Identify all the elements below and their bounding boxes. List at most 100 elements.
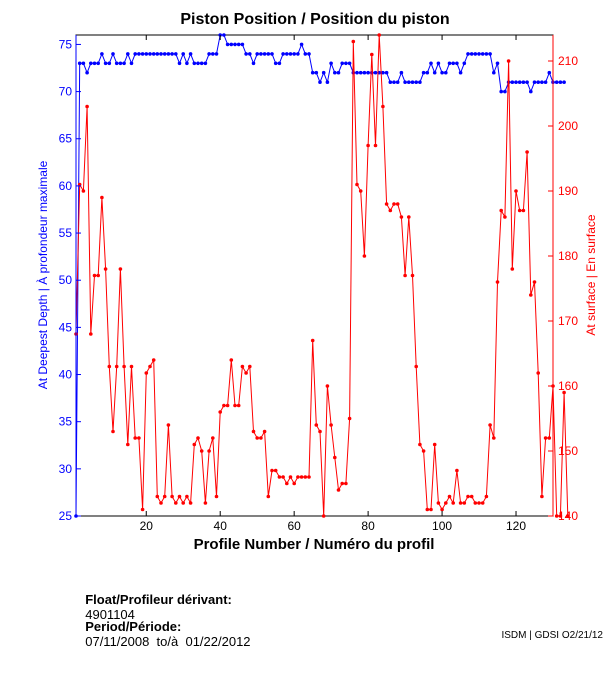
deepest-point bbox=[318, 80, 322, 84]
deepest-point bbox=[92, 61, 97, 66]
x-axis-label: Profile Number / Numéro du profil bbox=[194, 536, 435, 553]
surface-point bbox=[140, 507, 145, 512]
surface-point bbox=[543, 436, 548, 440]
deepest-point bbox=[418, 80, 422, 84]
surface-point bbox=[525, 150, 529, 154]
surface-point bbox=[107, 364, 112, 369]
deepest-point bbox=[151, 52, 156, 56]
surface-point bbox=[333, 455, 337, 460]
surface-point bbox=[381, 104, 385, 109]
deepest-point bbox=[266, 52, 271, 56]
deepest-point bbox=[495, 61, 500, 66]
deepest-point bbox=[188, 52, 193, 56]
deepest-point bbox=[96, 61, 100, 66]
deepest-point bbox=[185, 61, 189, 66]
surface-point bbox=[89, 332, 93, 336]
deepest-point bbox=[140, 52, 145, 56]
surface-point bbox=[355, 182, 359, 187]
deepest-point bbox=[270, 52, 274, 56]
chart-svg: Piston Position / Position du piston 20 4… bbox=[35, 11, 598, 553]
deepest-point bbox=[310, 70, 315, 75]
deepest-point bbox=[384, 70, 389, 75]
y-tick-label-right: 140 bbox=[558, 509, 578, 523]
y-tick-label-right: 210 bbox=[558, 54, 578, 68]
deepest-point bbox=[85, 70, 89, 75]
deepest-point bbox=[111, 52, 115, 56]
y-tick-label-left: 55 bbox=[59, 226, 73, 240]
deepest-point bbox=[77, 61, 82, 66]
surface-point bbox=[407, 215, 411, 219]
deepest-point bbox=[554, 80, 559, 84]
deepest-point bbox=[81, 61, 86, 66]
surface-point bbox=[303, 475, 308, 479]
deepest-point bbox=[240, 42, 245, 47]
deepest-point bbox=[540, 80, 544, 84]
surface-point bbox=[469, 494, 474, 499]
deepest-point bbox=[410, 80, 415, 84]
deepest-point bbox=[532, 80, 537, 84]
deepest-point bbox=[458, 70, 463, 75]
surface-point bbox=[455, 468, 459, 473]
surface-point bbox=[321, 514, 326, 518]
surface-point bbox=[421, 449, 426, 453]
deepest-point bbox=[166, 52, 171, 56]
deepest-point bbox=[469, 52, 474, 56]
deepest-point bbox=[192, 61, 197, 66]
surface-point bbox=[440, 507, 444, 512]
surface-point bbox=[103, 267, 108, 271]
y-axis-label-right: At surface | En surface bbox=[584, 214, 598, 335]
surface-point bbox=[347, 416, 352, 421]
deepest-point bbox=[366, 70, 370, 75]
surface-point bbox=[447, 494, 452, 499]
surface-point bbox=[429, 507, 433, 512]
deepest-point bbox=[148, 52, 152, 56]
surface-point bbox=[336, 488, 341, 492]
deepest-point bbox=[307, 52, 311, 56]
deepest-point bbox=[222, 33, 226, 37]
surface-point bbox=[314, 423, 319, 427]
deepest-point bbox=[381, 70, 385, 75]
surface-point bbox=[233, 403, 237, 408]
surface-point bbox=[477, 501, 481, 505]
surface-point bbox=[558, 514, 563, 518]
deepest-point bbox=[344, 61, 348, 66]
surface-point bbox=[362, 254, 367, 258]
deepest-point bbox=[236, 42, 241, 47]
deepest-point bbox=[170, 52, 174, 56]
surface-point bbox=[373, 143, 378, 148]
deepest-point bbox=[262, 52, 267, 56]
surface-point bbox=[114, 364, 119, 369]
deepest-point bbox=[529, 89, 533, 94]
surface-point bbox=[144, 371, 149, 375]
surface-point bbox=[506, 59, 511, 63]
surface-point bbox=[566, 514, 570, 518]
surface-point bbox=[414, 364, 419, 369]
deepest-point bbox=[321, 70, 326, 75]
deepest-point bbox=[425, 70, 430, 75]
surface-point bbox=[111, 429, 115, 434]
surface-point bbox=[344, 481, 348, 486]
deepest-point bbox=[114, 61, 119, 66]
deepest-point bbox=[244, 52, 248, 56]
deepest-point bbox=[277, 61, 282, 66]
surface-point bbox=[540, 494, 544, 499]
surface-point bbox=[96, 273, 100, 278]
y-tick-label-left: 65 bbox=[59, 132, 73, 146]
deepest-point bbox=[107, 61, 112, 66]
surface-point bbox=[425, 507, 430, 512]
surface-point bbox=[299, 475, 304, 479]
surface-point bbox=[529, 293, 533, 297]
surface-point bbox=[85, 104, 89, 109]
surface-point bbox=[155, 494, 160, 499]
deepest-point bbox=[174, 52, 178, 56]
deepest-point bbox=[133, 52, 137, 56]
surface-point bbox=[296, 475, 300, 479]
surface-point bbox=[288, 475, 293, 479]
deepest-point bbox=[229, 42, 234, 47]
surface-point bbox=[340, 481, 345, 486]
surface-point bbox=[207, 449, 211, 453]
surface-point bbox=[399, 215, 404, 219]
surface-point bbox=[273, 468, 278, 473]
deepest-point bbox=[462, 61, 467, 66]
deepest-point bbox=[562, 80, 566, 84]
